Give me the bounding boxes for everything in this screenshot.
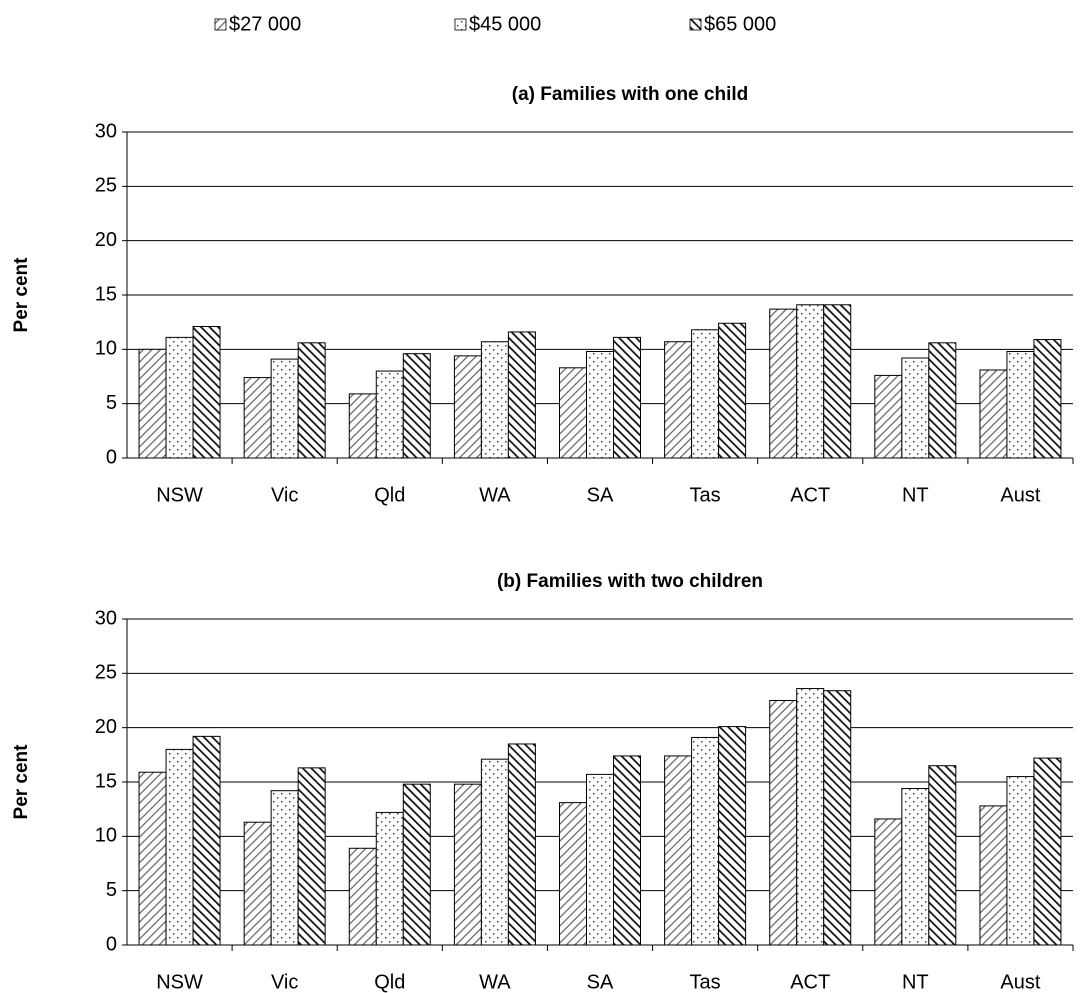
- bar: [1006, 776, 1035, 946]
- bar: [664, 341, 693, 459]
- x-tick-label: NSW: [156, 971, 203, 993]
- bar: [192, 326, 221, 459]
- y-tick-label: 15: [95, 770, 117, 792]
- bar: [613, 755, 641, 946]
- y-tick-label: 5: [106, 879, 117, 901]
- legend-swatch: [214, 18, 227, 31]
- x-tick-label: ACT: [790, 971, 830, 993]
- x-tick-label: WA: [479, 971, 511, 993]
- x-tick-label: SA: [587, 971, 614, 993]
- x-tick-label: NSW: [156, 484, 203, 506]
- bar: [874, 818, 903, 946]
- bar: [507, 331, 536, 459]
- bar: [1006, 351, 1035, 459]
- bar: [979, 805, 1008, 946]
- bar: [1033, 757, 1062, 946]
- bar: [559, 802, 587, 946]
- x-tick-label: Aust: [1000, 971, 1040, 993]
- y-tick-label: 20: [95, 229, 117, 251]
- bar: [769, 308, 798, 459]
- chart-title: (a) Families with one child: [512, 84, 748, 105]
- bar: [613, 336, 641, 459]
- y-tick-label: 25: [95, 175, 117, 197]
- legend-label: $65 000: [704, 13, 776, 35]
- bar: [243, 821, 272, 946]
- bar: [691, 329, 720, 459]
- bar: [138, 771, 167, 946]
- bar: [796, 304, 825, 459]
- bar: [375, 370, 404, 459]
- bar: [348, 847, 377, 946]
- x-tick-label: Tas: [690, 971, 721, 993]
- x-tick-label: Vic: [271, 484, 298, 506]
- bar: [192, 735, 221, 946]
- bar: [453, 355, 482, 459]
- bar: [664, 755, 693, 946]
- bar: [928, 342, 957, 459]
- bar: [297, 342, 326, 459]
- y-tick-label: 5: [106, 392, 117, 414]
- bar: [928, 765, 957, 946]
- x-tick-label: NT: [902, 971, 929, 993]
- bar: [979, 369, 1008, 459]
- bar: [480, 758, 509, 946]
- x-tick-label: WA: [479, 484, 511, 506]
- y-tick-label: 20: [95, 716, 117, 738]
- y-tick-label: 15: [95, 283, 117, 305]
- x-tick-label: SA: [587, 484, 614, 506]
- bar: [270, 790, 299, 946]
- bar: [691, 736, 720, 946]
- legend-label: $45 000: [469, 13, 541, 35]
- bar: [165, 336, 194, 459]
- bar: [402, 353, 431, 459]
- bar: [138, 348, 167, 459]
- x-tick-label: Vic: [271, 971, 298, 993]
- x-tick-label: Qld: [374, 484, 405, 506]
- legend-swatch: [689, 18, 702, 31]
- y-axis-label: Per cent: [11, 257, 32, 333]
- bar: [823, 304, 852, 459]
- bar: [453, 783, 482, 946]
- bar: [874, 374, 903, 459]
- bar: [823, 690, 852, 946]
- y-tick-label: 25: [95, 662, 117, 684]
- bar: [402, 783, 431, 946]
- bar: [165, 748, 194, 946]
- y-axis-label: Per cent: [11, 744, 32, 820]
- bar: [297, 767, 326, 946]
- x-tick-label: ACT: [790, 484, 830, 506]
- x-tick-label: NT: [902, 484, 929, 506]
- x-tick-label: Aust: [1000, 484, 1040, 506]
- y-tick-label: 0: [106, 933, 117, 955]
- bar: [796, 688, 825, 946]
- legend-label: $27 000: [229, 13, 301, 35]
- bar: [901, 357, 930, 459]
- bar: [718, 726, 747, 946]
- y-tick-label: 30: [95, 607, 117, 629]
- chart-title: (b) Families with two children: [497, 571, 763, 592]
- bar: [1033, 339, 1062, 459]
- legend-swatch: [454, 18, 467, 31]
- bar: [348, 393, 377, 459]
- y-tick-label: 10: [95, 825, 117, 847]
- bar: [769, 700, 798, 946]
- bar: [559, 367, 587, 459]
- bar: [243, 377, 272, 459]
- bar: [480, 341, 509, 459]
- bar: [586, 351, 614, 459]
- y-tick-label: 0: [106, 446, 117, 468]
- bar: [507, 743, 536, 946]
- bar: [270, 358, 299, 459]
- bar: [901, 788, 930, 946]
- bar: [718, 322, 747, 459]
- bar: [586, 773, 614, 946]
- x-tick-label: Tas: [690, 484, 721, 506]
- y-tick-label: 30: [95, 120, 117, 142]
- x-tick-label: Qld: [374, 971, 405, 993]
- y-tick-label: 10: [95, 338, 117, 360]
- bar: [375, 811, 404, 946]
